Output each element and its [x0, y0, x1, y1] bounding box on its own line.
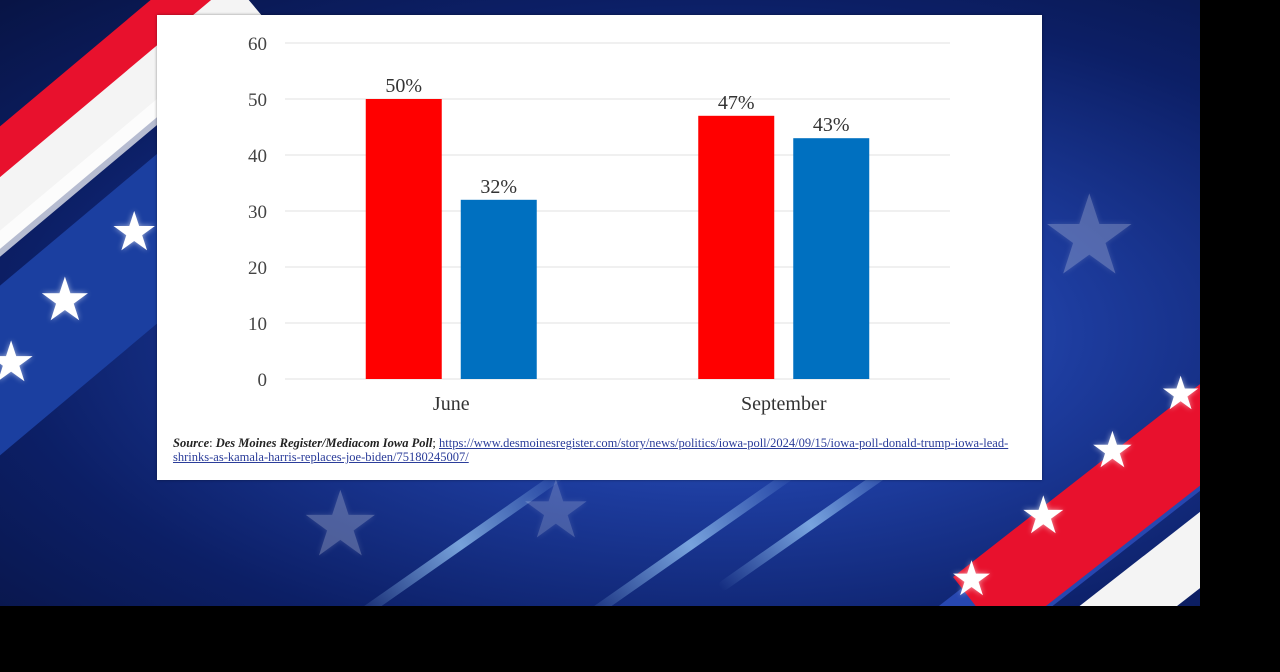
source-link[interactable]: https://www.desmoinesregister.com/story/… [173, 436, 1009, 464]
star-icon: ★ [110, 200, 159, 263]
data-label: 47% [718, 92, 755, 114]
star-icon: ★ [0, 330, 37, 395]
y-tick-label: 60 [248, 34, 267, 55]
light-beam [580, 466, 800, 606]
star-icon: ★ [300, 472, 381, 577]
bar-chart: 0 10 20 30 40 50 60 50% 32% June 47% 43% September [248, 34, 950, 415]
y-tick-label: 40 [248, 146, 267, 167]
source-after-name: ; [432, 436, 440, 450]
y-tick-label: 50 [248, 90, 267, 111]
star-icon: ★ [1020, 486, 1067, 546]
data-label: 43% [813, 114, 850, 136]
source-prefix: Source [173, 436, 210, 450]
star-icon: ★ [38, 265, 92, 335]
y-tick-label: 0 [258, 370, 268, 391]
data-label: 50% [385, 75, 422, 97]
y-tick-label: 30 [248, 202, 267, 223]
bar [460, 199, 537, 379]
x-tick-label: June [433, 393, 470, 415]
star-icon: ★ [1040, 171, 1139, 299]
x-tick-label: September [741, 393, 827, 415]
bar [365, 99, 442, 379]
data-label: 32% [480, 176, 517, 198]
chart-card: 0 10 20 30 40 50 60 50% 32% June 47% 43% September S… [157, 15, 1042, 480]
source-separator: : [209, 436, 216, 450]
source-name: Des Moines Register/Mediacom Iowa Poll [215, 436, 433, 450]
y-tick-label: 20 [248, 258, 267, 279]
bar [793, 138, 870, 379]
bar [698, 115, 775, 380]
source-note: Source: Des Moines Register/Mediacom Iow… [173, 436, 1023, 464]
star-icon: ★ [950, 551, 994, 606]
star-icon: ★ [520, 463, 592, 556]
star-icon: ★ [1160, 366, 1200, 420]
y-tick-label: 10 [248, 314, 267, 335]
star-icon: ★ [1090, 421, 1135, 479]
